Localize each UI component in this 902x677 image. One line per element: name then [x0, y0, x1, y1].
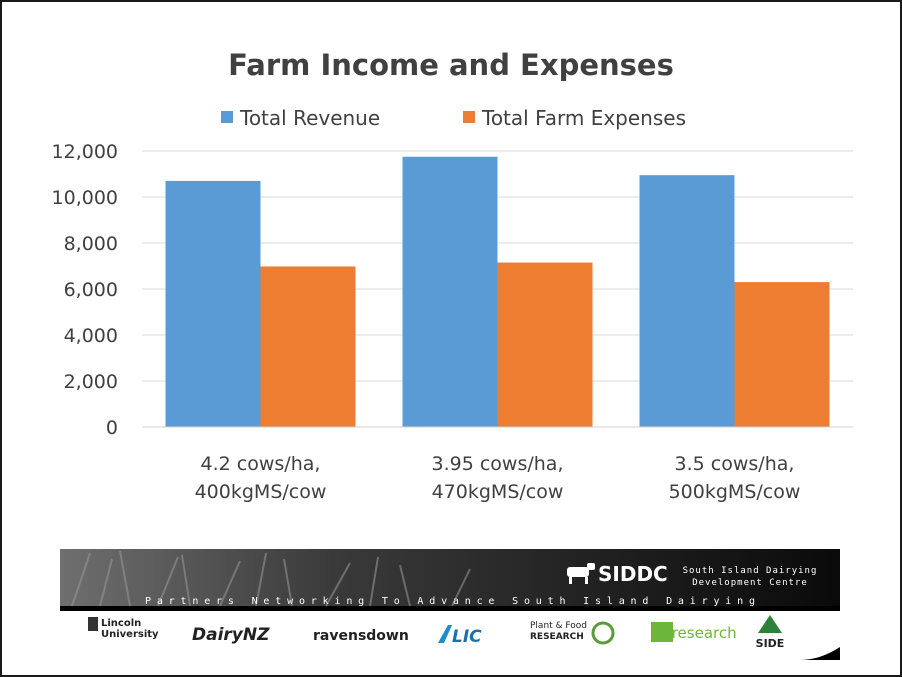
bar-total-farm-expenses — [734, 282, 830, 427]
plant-food-logo-icon — [591, 621, 615, 645]
siddc-full-name-line2: Development Centre — [692, 578, 808, 588]
svg-text:agresearch: agresearch — [653, 624, 737, 642]
y-tick-label: 6,000 — [64, 279, 118, 301]
svg-text:University: University — [101, 629, 159, 640]
partners-banner: SIDDC South Island Dairying Development … — [60, 549, 840, 660]
cow-logo-icon — [567, 563, 595, 584]
legend: Total Revenue Total Farm Expenses — [221, 106, 686, 130]
y-tick-label: 4,000 — [64, 325, 118, 347]
partner-plant-food-research: Plant & Food RESEARCH — [530, 621, 615, 645]
bar-total-farm-expenses — [260, 266, 356, 427]
partner-lincoln-university: Lincoln University — [88, 617, 159, 640]
partner-ravensdown: ravensdown — [313, 628, 409, 644]
partner-lic: LIC — [438, 625, 482, 647]
bar-total-farm-expenses — [497, 262, 593, 427]
x-axis-categories: 4.2 cows/ha, 400kgMS/cow 3.95 cows/ha, 470k… — [195, 453, 801, 503]
y-tick-label: 0 — [106, 417, 118, 439]
partner-agresearch: agresearch — [651, 622, 737, 642]
x-category-label: 3.95 cows/ha, 470kgMS/cow — [432, 453, 564, 503]
legend-label-expenses: Total Farm Expenses — [481, 106, 686, 130]
bar-total-revenue — [639, 175, 735, 427]
partner-side: SIDE — [756, 615, 785, 650]
lincoln-crest-icon — [88, 617, 98, 631]
legend-swatch-expenses — [463, 111, 475, 123]
agresearch-logo-icon — [651, 622, 673, 642]
y-tick-label: 2,000 — [64, 371, 118, 393]
banner-grass-photo — [60, 549, 840, 606]
y-axis-ticks: 0 2,000 4,000 6,000 8,000 10,000 12,000 — [52, 141, 118, 439]
siddc-full-name-line1: South Island Dairying — [683, 566, 818, 576]
lic-logo-icon — [438, 625, 452, 643]
svg-text:LIC: LIC — [452, 627, 482, 647]
bars — [165, 156, 830, 427]
y-tick-label: 12,000 — [52, 141, 118, 163]
bar-total-revenue — [402, 156, 498, 427]
grass-blades — [71, 550, 471, 607]
bar-total-revenue — [165, 180, 261, 427]
chart-title: Farm Income and Expenses — [228, 48, 674, 82]
y-tick-label: 10,000 — [52, 187, 118, 209]
svg-text:Plant & Food: Plant & Food — [530, 621, 587, 631]
svg-text:RESEARCH: RESEARCH — [530, 632, 584, 642]
x-category-label: 3.5 cows/ha, 500kgMS/cow — [669, 453, 801, 503]
side-logo-icon — [758, 615, 782, 633]
legend-swatch-revenue — [221, 111, 233, 123]
partners-strip — [60, 611, 840, 660]
x-category-label: 4.2 cows/ha, 400kgMS/cow — [195, 453, 327, 503]
legend-label-revenue: Total Revenue — [239, 106, 380, 130]
partner-dairynz: DairyNZ — [192, 625, 270, 645]
svg-text:SIDE: SIDE — [756, 637, 785, 650]
siddc-logo-text: SIDDC — [598, 562, 668, 586]
y-tick-label: 8,000 — [64, 233, 118, 255]
svg-text:Lincoln: Lincoln — [101, 618, 141, 629]
